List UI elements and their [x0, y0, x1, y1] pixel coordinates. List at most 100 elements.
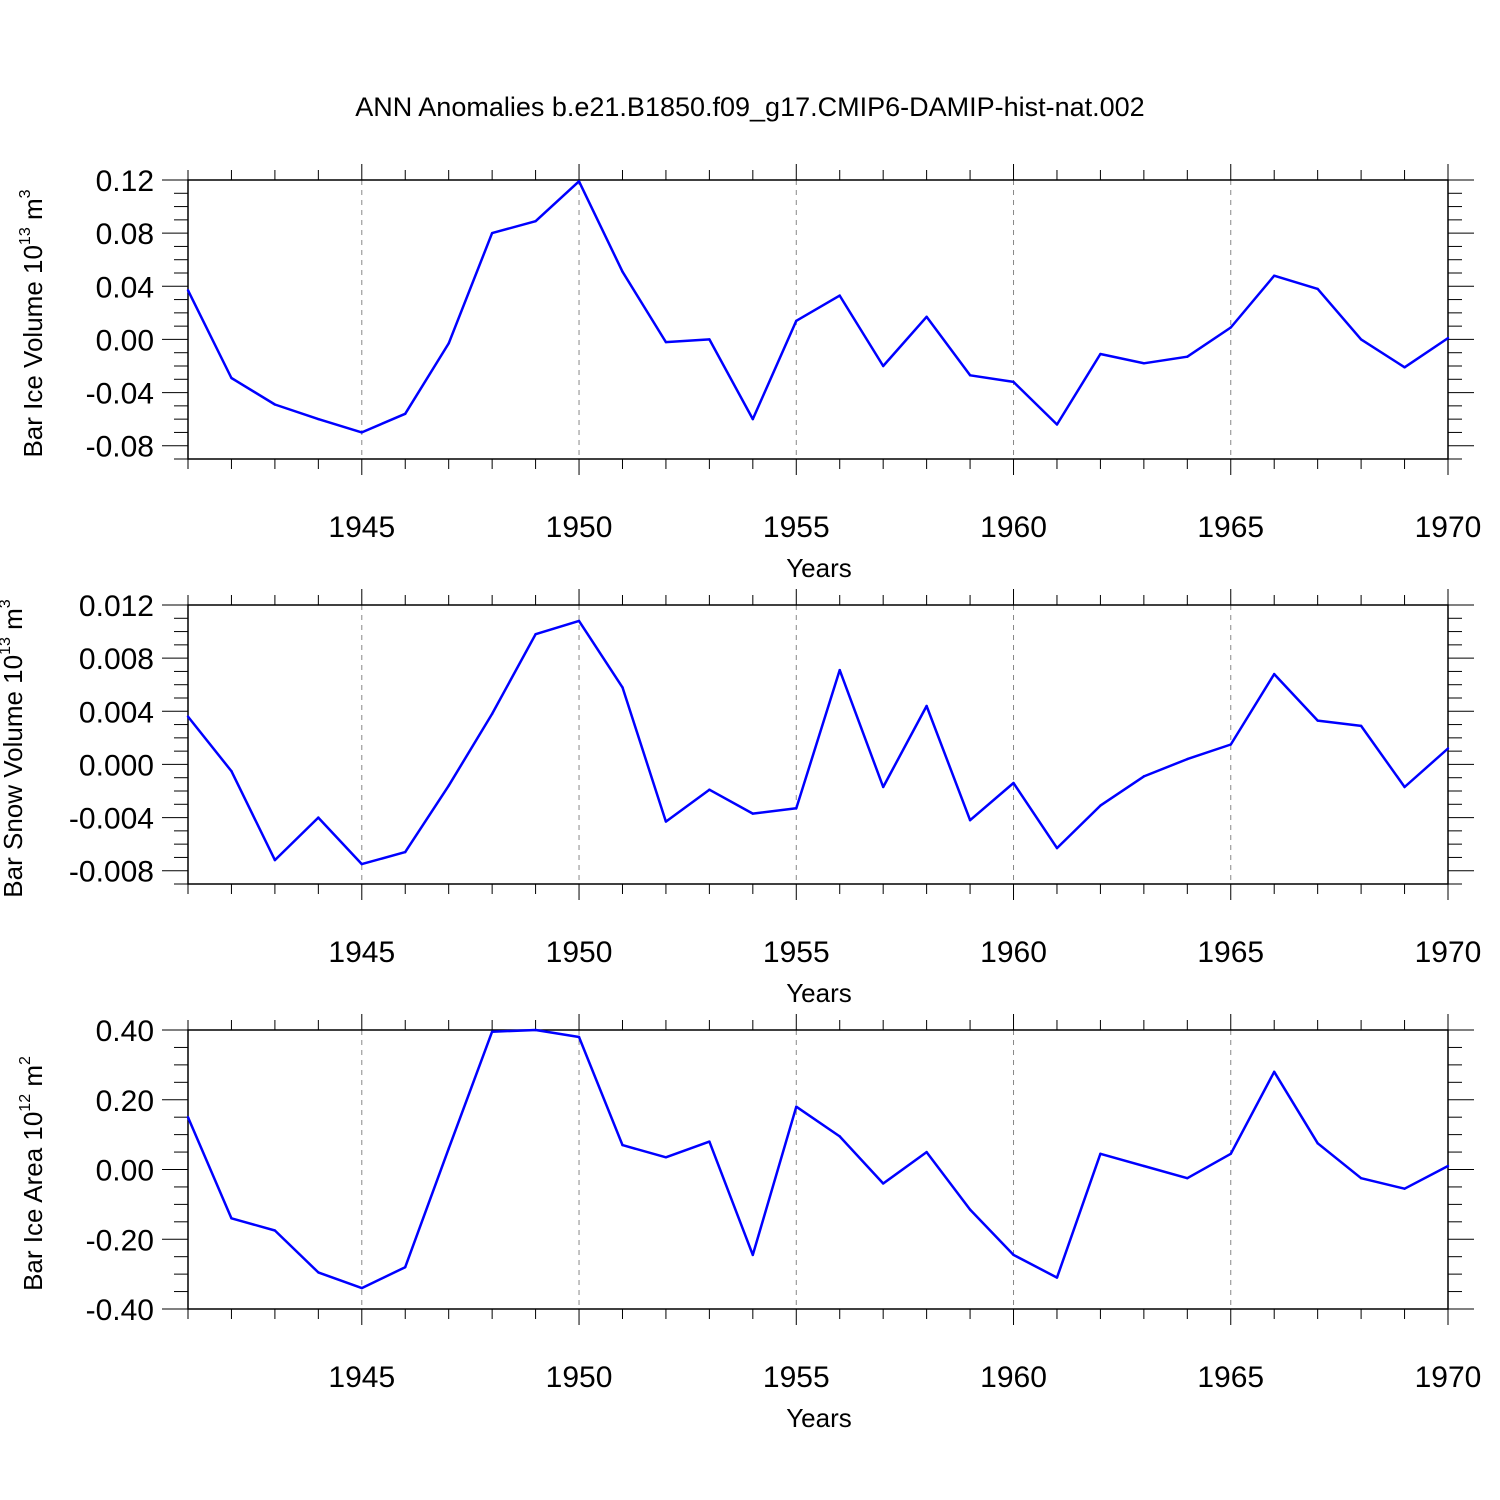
data-point	[881, 785, 885, 789]
y-axis-title-superscript: 3	[0, 599, 14, 608]
data-point	[1273, 274, 1276, 277]
data-point	[1142, 362, 1146, 365]
y-axis-title-superscript: 12	[17, 1094, 34, 1112]
series-line	[187, 619, 1449, 866]
data-point	[968, 374, 972, 377]
y-tick-label: -0.08	[86, 431, 154, 464]
data-point	[925, 315, 928, 319]
y-tick-label: -0.008	[69, 856, 154, 889]
data-point	[838, 1135, 841, 1138]
data-point	[317, 1271, 320, 1274]
y-tick-label: 0.008	[79, 643, 154, 676]
x-axis-title: Years	[786, 1403, 852, 1433]
x-tick-label: 1960	[980, 1361, 1047, 1394]
data-point	[186, 715, 190, 718]
y-axis-title-part: m	[18, 198, 48, 227]
data-point	[317, 816, 320, 819]
data-point	[1055, 1276, 1059, 1279]
y-axis-title-superscript: 2	[17, 1056, 34, 1065]
plot-frame	[187, 179, 1449, 460]
y-axis-title-part: m	[18, 1065, 48, 1094]
data-point	[1316, 719, 1319, 722]
y-tick-label: 0.00	[96, 324, 154, 357]
data-point	[1012, 380, 1015, 384]
data-point	[1055, 846, 1059, 850]
plot-frame	[187, 604, 1449, 885]
data-point	[360, 431, 363, 434]
y-tick-label: 0.20	[96, 1085, 154, 1118]
x-tick-label: 1955	[763, 511, 830, 544]
data-point	[621, 1143, 624, 1147]
y-tick-label: 0.08	[96, 218, 154, 251]
data-point	[1229, 1152, 1232, 1156]
x-tick-label: 1970	[1415, 511, 1482, 544]
data-point	[534, 1028, 537, 1032]
data-point	[751, 417, 755, 421]
x-tick-label: 1960	[980, 936, 1047, 969]
y-axis-title-part: Bar Snow Volume 10	[0, 655, 28, 898]
y-tick-label: 0.00	[96, 1155, 154, 1188]
x-tick-label: 1960	[980, 511, 1047, 544]
data-point	[621, 686, 624, 689]
y-tick-label: 0.012	[79, 590, 154, 623]
data-point	[1186, 355, 1189, 358]
data-point	[881, 1182, 885, 1185]
x-tick-label: 1950	[546, 936, 613, 969]
y-axis-title-part: m	[0, 608, 28, 637]
data-point	[1012, 1253, 1015, 1257]
data-point	[230, 376, 233, 380]
data-point	[360, 862, 363, 866]
data-point	[273, 1229, 277, 1232]
data-point	[186, 289, 190, 292]
data-point	[317, 417, 320, 421]
x-axis-title: Years	[786, 553, 852, 583]
x-tick-label: 1945	[328, 936, 395, 969]
data-point	[1316, 1142, 1319, 1145]
data-point	[447, 1147, 450, 1150]
data-point	[664, 1156, 668, 1159]
x-tick-label: 1970	[1415, 936, 1482, 969]
y-axis-title-superscript: 3	[17, 189, 34, 198]
data-point	[186, 1115, 190, 1119]
x-tick-label: 1965	[1197, 511, 1264, 544]
y-axis-title-superscript: 13	[0, 637, 14, 655]
data-point	[1186, 1177, 1189, 1180]
data-point	[881, 364, 885, 368]
data-point	[404, 850, 407, 854]
data-point	[230, 1217, 233, 1220]
x-tick-label: 1950	[546, 1361, 613, 1394]
data-point	[708, 338, 711, 341]
data-point	[751, 1253, 755, 1257]
x-tick-label: 1950	[546, 511, 613, 544]
x-tick-label: 1945	[328, 511, 395, 544]
data-point	[1403, 785, 1406, 789]
y-axis-title-part: Bar Ice Area 10	[18, 1112, 48, 1291]
y-tick-label: 0.12	[96, 165, 154, 198]
data-point	[1273, 672, 1276, 676]
data-point	[968, 819, 972, 822]
y-tick-label: 0.40	[96, 1015, 154, 1048]
data-point	[795, 1105, 798, 1108]
data-point	[751, 812, 755, 815]
data-point	[360, 1286, 363, 1290]
y-axis-title-superscript: 13	[17, 227, 34, 245]
data-point	[490, 712, 494, 716]
data-point	[1359, 1177, 1363, 1180]
data-point	[1446, 747, 1450, 750]
panel-1: -0.08 -0.04 0.00 0.04 0.08 0.12 1945 1950 1955 19…	[17, 164, 1481, 583]
data-point	[1099, 1152, 1102, 1156]
data-point	[1099, 352, 1102, 356]
x-tick-label: 1955	[763, 936, 830, 969]
y-tick-label: -0.40	[86, 1294, 154, 1327]
data-point	[404, 412, 407, 416]
data-point	[490, 1030, 494, 1033]
data-point	[447, 784, 450, 787]
chart-title: ANN Anomalies b.e21.B1850.f09_g17.CMIP6-…	[355, 92, 1144, 122]
panel-2: -0.008 -0.004 0.000 0.004 0.008 0.012 1945 1950…	[0, 589, 1481, 1008]
data-point	[1186, 757, 1189, 761]
data-point	[1403, 1187, 1406, 1190]
x-tick-label: 1945	[328, 1361, 395, 1394]
data-point	[404, 1265, 407, 1269]
x-tick-label: 1955	[763, 1361, 830, 1394]
